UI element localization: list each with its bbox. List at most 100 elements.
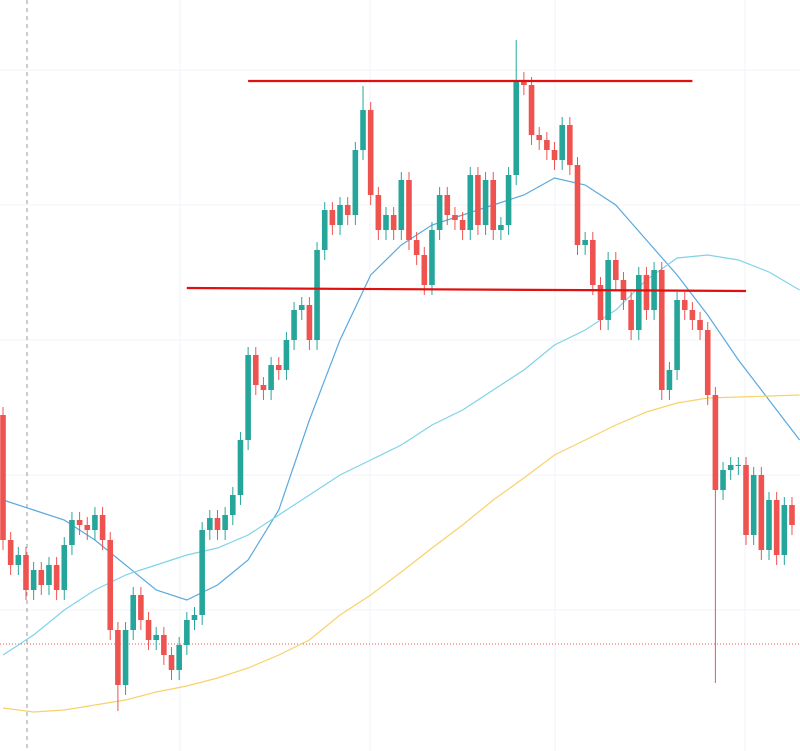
candle-body [130, 595, 137, 630]
candle-body [168, 655, 175, 670]
candle-body [69, 520, 75, 545]
candle-body [681, 300, 688, 310]
candle-body [781, 505, 788, 555]
candle-body [444, 195, 451, 215]
candle-body [398, 180, 405, 230]
candle-body [99, 515, 106, 540]
candle-body [743, 465, 749, 535]
candle-body [92, 515, 98, 530]
candle-body [122, 630, 129, 685]
candle-body [275, 365, 282, 370]
candle-body [406, 180, 412, 240]
candle-body [184, 620, 190, 645]
candle-body [176, 645, 182, 670]
moving-average [2, 177, 800, 601]
candle-body [482, 180, 489, 225]
level-line [186, 286, 747, 293]
candle-body [766, 500, 772, 550]
candle-body [429, 230, 435, 285]
candle-body [138, 595, 144, 620]
candle-body [613, 260, 619, 280]
candle-body [337, 205, 343, 225]
candle-body [421, 255, 428, 285]
candle-body [46, 565, 52, 585]
candle-body [390, 215, 397, 230]
candle-body [245, 355, 251, 440]
candle-body [459, 220, 466, 230]
candle-body [590, 240, 596, 285]
candle-body [597, 285, 604, 320]
candle-body [291, 310, 297, 340]
candle-body [283, 340, 290, 370]
candle-body [513, 80, 520, 175]
candle-body [191, 615, 198, 620]
candle-body [559, 125, 565, 160]
candle-body [467, 175, 474, 230]
candle-body [23, 555, 29, 590]
candle-body [314, 250, 320, 340]
candle-body [643, 275, 650, 310]
candle-body [30, 570, 37, 590]
candle-body [383, 215, 389, 230]
candle-body [298, 305, 305, 310]
candle-body [704, 330, 711, 395]
candle-body [344, 205, 351, 215]
candle-body [689, 310, 696, 320]
candle-body [145, 620, 152, 640]
candle-body [697, 320, 703, 330]
candle-body [720, 470, 726, 490]
candle-body [574, 165, 581, 245]
candle-body [199, 530, 205, 615]
candle-body [635, 275, 642, 330]
candle-body [321, 210, 328, 250]
candle-body [153, 635, 159, 640]
candle-body [207, 518, 213, 530]
candle-body [773, 500, 780, 555]
candle-body [252, 355, 259, 385]
candle-body [666, 370, 673, 390]
candle-body [505, 175, 512, 225]
candle-body [268, 365, 274, 390]
candle-body [528, 85, 535, 135]
candle-body [567, 125, 573, 165]
candle-body [727, 465, 734, 470]
candle-body [498, 225, 504, 230]
moving-average [2, 254, 800, 656]
candle-body [115, 630, 121, 685]
candle-body [214, 518, 221, 530]
candle-body [436, 195, 443, 230]
candle-body [674, 300, 680, 370]
candle-body [260, 385, 267, 390]
candle-body [360, 110, 366, 150]
candle-body [582, 240, 588, 245]
candle-body [544, 140, 550, 150]
candle-body [750, 475, 757, 535]
candle-body [329, 210, 336, 225]
candle-body [735, 465, 742, 466]
candle-body [0, 415, 6, 540]
candle-body [367, 110, 374, 195]
candle-body [658, 270, 665, 390]
candle-body [61, 545, 68, 590]
candle-body [375, 195, 382, 230]
candle-body [758, 475, 765, 550]
candle-body [15, 555, 22, 565]
candle-body [551, 150, 558, 160]
candle-body [712, 395, 719, 490]
candle-body [237, 440, 244, 495]
candle-body [490, 180, 497, 230]
candle-body [475, 175, 481, 225]
candle-body [352, 150, 359, 215]
candle-body [38, 570, 45, 585]
candle-body [521, 80, 527, 85]
candle-body [7, 540, 14, 565]
candle-body [536, 135, 542, 140]
candle-body [53, 565, 60, 590]
moving-average [2, 394, 800, 713]
candle-body [306, 305, 313, 340]
candle-body [107, 540, 114, 630]
candle-body [628, 300, 634, 330]
candle-body [222, 515, 228, 530]
candle-body [84, 525, 91, 530]
